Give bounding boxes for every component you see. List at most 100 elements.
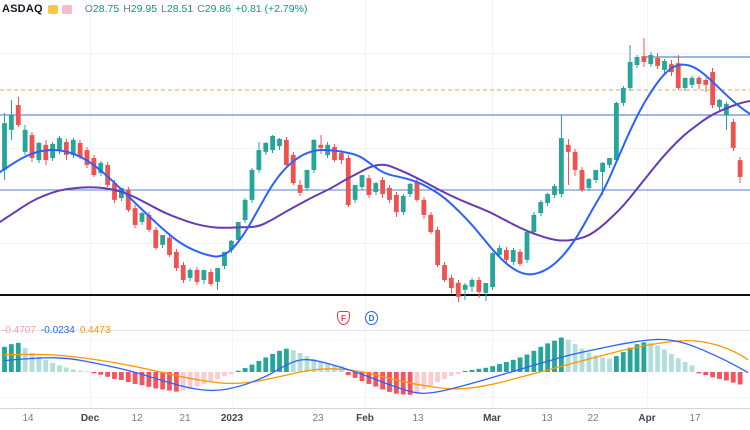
macd-bar — [180, 372, 186, 391]
candle-body — [703, 80, 709, 85]
macd-bar — [414, 372, 420, 393]
macd-bar — [737, 372, 743, 385]
candle-body — [105, 165, 111, 185]
macd-bar — [469, 369, 475, 372]
pink-marker-icon[interactable] — [61, 4, 72, 14]
macd-histogram — [2, 337, 743, 395]
macd-bar — [215, 372, 221, 379]
macd-bar — [277, 350, 282, 372]
candle-body — [63, 142, 69, 155]
candle-body — [373, 183, 379, 192]
candle-body — [497, 247, 502, 255]
macd-bar — [359, 372, 365, 382]
candle-body — [153, 229, 159, 248]
macd-bar — [201, 372, 207, 385]
candle-body — [277, 139, 282, 147]
macd-bar — [15, 342, 21, 372]
macd-bar — [22, 348, 28, 372]
macd-values: -0.4707 -0.0234 0.4473 — [2, 325, 110, 336]
candle-body — [717, 99, 722, 107]
macd-bar — [345, 372, 351, 376]
candle-body — [510, 250, 516, 262]
time-axis-label: 22 — [587, 413, 599, 424]
macd-bar — [263, 357, 269, 372]
time-axis-label: 2023 — [221, 413, 244, 424]
symbol-text[interactable]: ASDAQ — [2, 3, 43, 15]
candle-body — [194, 269, 200, 282]
time-axis-label: Apr — [638, 413, 655, 424]
symbol-legend: ASDAQ O28.75 H29.95 L28.51 C29.86 +0.81 … — [2, 3, 307, 15]
macd-bar — [552, 340, 557, 372]
time-axis-label: 12 — [131, 413, 143, 424]
event-d-glyph: D — [368, 313, 375, 323]
candle-body — [455, 282, 461, 297]
macd-bar — [43, 360, 49, 372]
candle-body — [2, 123, 7, 170]
macd-bar — [325, 363, 331, 372]
candle-body — [167, 237, 172, 255]
candle-body — [730, 121, 736, 148]
event-f-badge[interactable]: F — [337, 311, 350, 325]
candle-body — [256, 150, 262, 170]
candles — [2, 37, 743, 303]
candle-body — [139, 213, 145, 222]
candle-body — [29, 135, 35, 158]
macd-bar — [222, 372, 227, 377]
time-axis-label: Mar — [483, 413, 501, 424]
event-d-badge[interactable]: D — [365, 311, 378, 325]
candle-body — [565, 144, 571, 152]
candle-body — [558, 138, 564, 195]
candle-body — [641, 56, 647, 62]
macd-bar — [517, 357, 523, 372]
macd-bar — [572, 344, 578, 372]
candle-body — [490, 253, 496, 288]
candle-body — [627, 61, 633, 88]
candle-body — [345, 157, 351, 206]
macd-bar — [173, 372, 179, 392]
candle-body — [428, 214, 434, 232]
macd-bar — [146, 372, 152, 387]
macd-bar — [634, 344, 640, 372]
macd-bar — [490, 366, 496, 372]
macd-bar — [57, 365, 62, 372]
candle-body — [311, 139, 317, 170]
candle-body — [442, 265, 447, 281]
macd-bar — [730, 372, 736, 383]
macd-bar — [132, 372, 138, 384]
macd-bar — [586, 352, 592, 372]
candle-body — [407, 183, 413, 195]
candle-body — [70, 139, 76, 155]
candle-body — [112, 183, 117, 200]
macd-bar — [648, 342, 654, 372]
candle-body — [249, 169, 255, 200]
yellow-marker-icon[interactable] — [47, 4, 58, 14]
candle-body — [77, 143, 83, 158]
candle-body — [448, 277, 454, 288]
candle-body — [655, 57, 661, 66]
macd-bar — [442, 372, 447, 379]
macd-bar — [84, 371, 90, 373]
time-axis-label: 21 — [179, 413, 191, 424]
candle-body — [22, 129, 28, 152]
time-axis-label: Feb — [356, 413, 374, 424]
macd-bar — [696, 372, 702, 374]
macd-bar — [2, 346, 7, 372]
candle-body — [160, 235, 166, 245]
candle-body — [297, 184, 303, 193]
candle-body — [648, 54, 654, 65]
candle-body — [435, 229, 441, 266]
macd-histogram-value: -0.4707 — [2, 325, 36, 336]
candle-body — [503, 250, 509, 260]
macd-bar — [77, 370, 83, 372]
macd-line — [3, 338, 749, 394]
time-axis[interactable] — [0, 408, 750, 430]
high-label: H — [123, 3, 131, 15]
macd-bar — [8, 344, 14, 372]
macd-bar — [98, 372, 104, 375]
candle-body — [414, 182, 420, 200]
pane-separator[interactable] — [0, 329, 750, 332]
candle-body — [242, 199, 248, 221]
macd-bar — [662, 349, 667, 372]
